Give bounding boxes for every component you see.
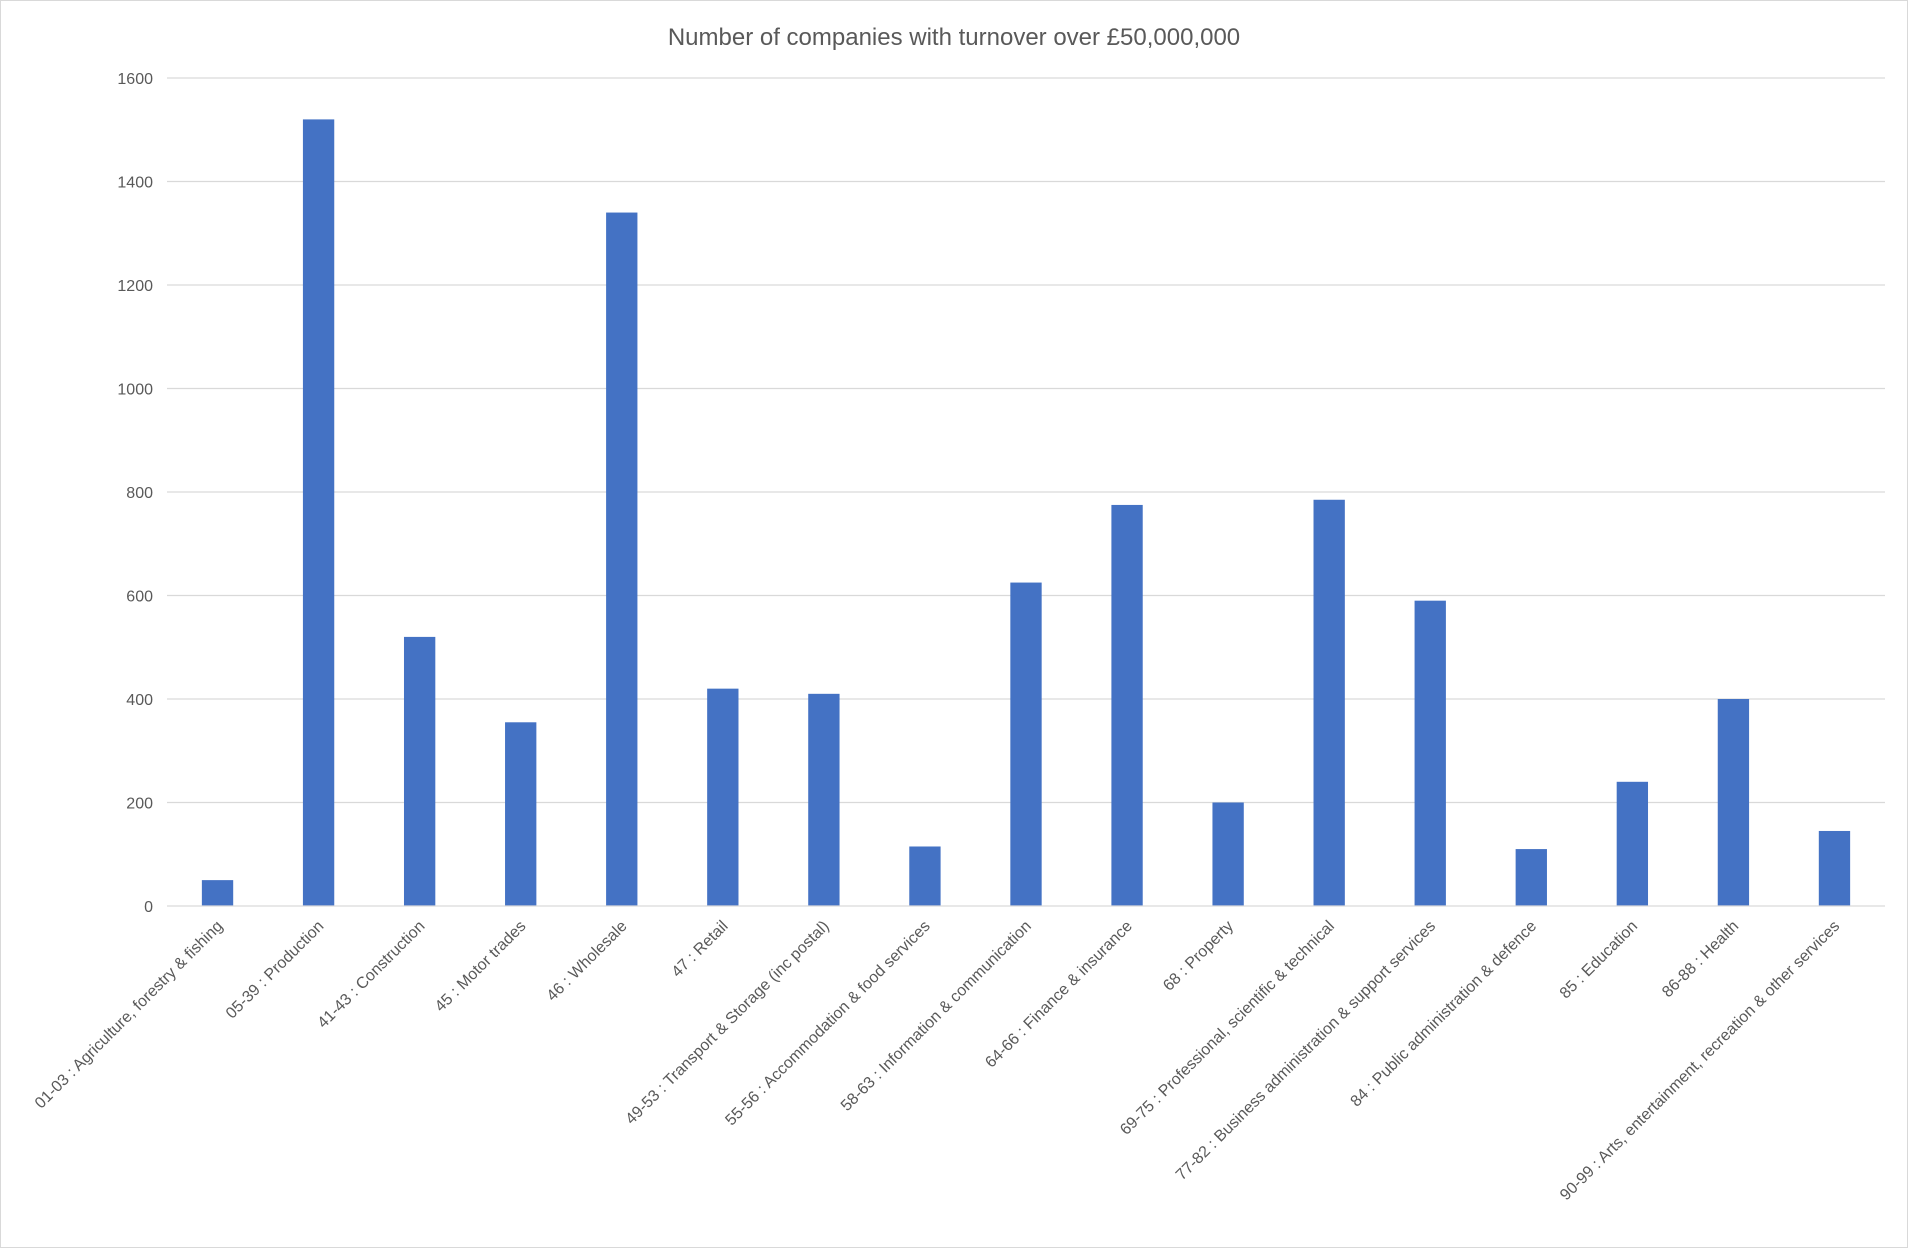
y-tick-label: 600 xyxy=(126,589,153,606)
bar xyxy=(1717,699,1750,906)
x-category-label: 47 : Retail xyxy=(669,918,732,981)
bar xyxy=(302,119,335,906)
bar xyxy=(909,846,941,906)
bar xyxy=(201,880,234,906)
y-tick-label: 800 xyxy=(126,485,153,502)
x-category-label: 55-56 : Accommodation & food services xyxy=(722,918,933,1129)
x-category-label: 49-53 : Transport & Storage (inc postal) xyxy=(623,918,833,1128)
x-category-label: 85 : Education xyxy=(1557,918,1641,1002)
y-tick-label: 400 xyxy=(126,692,153,709)
bar xyxy=(606,212,638,907)
x-category-label: 41-43 : Construction xyxy=(315,918,429,1032)
x-category-label: 01-03 : Agriculture, forestry & fishing xyxy=(32,918,226,1112)
y-tick-label: 1400 xyxy=(117,175,153,192)
bar xyxy=(1212,802,1244,906)
chart-title: Number of companies with turnover over £… xyxy=(668,24,1240,51)
bar xyxy=(403,636,436,906)
bar xyxy=(1111,504,1143,906)
x-category-label: 45 : Motor trades xyxy=(432,918,530,1016)
bar xyxy=(1313,499,1345,906)
x-category-label: 05-39 : Production xyxy=(223,918,327,1022)
bars xyxy=(201,119,1851,907)
bar xyxy=(707,688,739,906)
x-category-label: 86-88 : Health xyxy=(1659,918,1742,1001)
y-tick-label: 0 xyxy=(144,899,153,916)
bar xyxy=(808,693,840,906)
y-tick-label: 200 xyxy=(126,796,153,813)
bar xyxy=(1616,781,1649,906)
bar xyxy=(1010,582,1042,906)
x-category-label: 69-75 : Professional, scientific & techn… xyxy=(1117,918,1338,1139)
bar xyxy=(1818,830,1851,906)
x-axis-category-labels: 01-03 : Agriculture, forestry & fishing0… xyxy=(32,918,1843,1204)
x-category-label: 68 : Property xyxy=(1160,918,1237,995)
y-axis-tick-labels: 0 200 400 600 800 1000 1200 1400 1600 xyxy=(117,71,153,916)
bar xyxy=(1515,849,1547,906)
y-tick-label: 1200 xyxy=(117,278,153,295)
x-category-label: 58-63 : Information & communication xyxy=(838,918,1035,1115)
bar xyxy=(505,722,537,906)
y-tick-label: 1000 xyxy=(117,382,153,399)
bar xyxy=(1414,600,1446,906)
x-category-label: 84 : Public administration & defence xyxy=(1348,918,1541,1111)
x-category-label: 46 : Wholesale xyxy=(544,918,631,1005)
y-tick-label: 1600 xyxy=(117,71,153,88)
